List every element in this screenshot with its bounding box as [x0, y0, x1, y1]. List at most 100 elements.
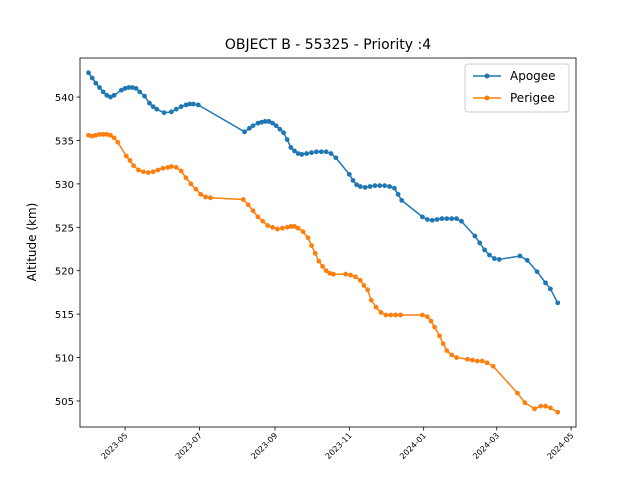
perigee-point: [140, 169, 146, 175]
apogee-point: [195, 102, 201, 108]
perigee-point: [160, 165, 166, 171]
apogee-point: [93, 80, 99, 86]
apogee-point: [362, 184, 368, 190]
perigee-point: [357, 277, 363, 283]
apogee-point: [154, 106, 160, 112]
legend-apogee-label: Apogee: [510, 69, 556, 83]
apogee-point: [543, 280, 548, 286]
perigee-point: [474, 358, 480, 364]
perigee-point: [470, 357, 475, 363]
perigee-point: [169, 164, 174, 169]
perigee-point: [532, 406, 537, 412]
perigee-point: [155, 167, 161, 173]
apogee-point: [190, 101, 196, 107]
perigee-point: [515, 390, 520, 396]
perigee-point: [323, 268, 329, 274]
apogee-point: [309, 150, 314, 156]
apogee-point: [255, 120, 261, 126]
perigee-point: [490, 363, 496, 369]
perigee-point: [183, 175, 189, 181]
perigee-point: [368, 297, 374, 303]
apogee-point: [111, 92, 117, 98]
apogee-point: [281, 130, 286, 136]
apogee-point: [266, 118, 272, 124]
apogee-point: [119, 87, 124, 93]
apogee-point: [137, 89, 143, 95]
apogee-point: [354, 182, 360, 188]
apogee-point: [142, 93, 147, 99]
y-tick-label: 540: [55, 93, 74, 104]
perigee-point: [327, 270, 333, 276]
apogee-point: [524, 257, 530, 263]
perigee-point: [198, 191, 204, 197]
apogee-point: [357, 184, 363, 189]
apogee-series: [86, 70, 561, 306]
perigee-point: [284, 224, 290, 230]
apogee-point: [382, 183, 388, 189]
perigee-point: [373, 304, 379, 310]
perigee-point: [420, 312, 425, 318]
apogee-point: [399, 197, 405, 203]
apogee-point: [346, 171, 352, 177]
perigee-point: [245, 202, 251, 208]
apogee-point: [97, 85, 102, 90]
perigee-point: [305, 235, 311, 241]
perigee-point: [93, 132, 99, 138]
apogee-point: [392, 185, 397, 191]
perigee-point: [265, 223, 271, 228]
apogee-point: [534, 269, 540, 274]
apogee-point: [429, 217, 435, 223]
apogee-point: [517, 253, 523, 259]
perigee-point: [255, 214, 261, 220]
perigee-point: [388, 312, 394, 318]
apogee-point: [482, 247, 487, 253]
apogee-point: [187, 101, 193, 107]
perigee-point: [479, 358, 485, 364]
perigee-point: [165, 165, 171, 170]
apogee-point: [449, 216, 455, 222]
apogee-point: [169, 109, 174, 115]
apogee-point: [372, 183, 378, 189]
perigee-point: [393, 312, 399, 318]
perigee-point: [275, 226, 280, 232]
apogee-point: [548, 286, 553, 292]
legend-perigee-marker: [484, 95, 490, 101]
perigee-point: [320, 263, 325, 269]
apogee-point: [126, 85, 132, 90]
perigee-point: [89, 133, 95, 139]
perigee-point: [250, 208, 256, 214]
perigee-point: [522, 400, 528, 406]
apogee-point: [477, 240, 483, 246]
perigee-point: [432, 324, 438, 330]
perigee-point: [178, 168, 184, 174]
apogee-point: [86, 70, 91, 76]
perigee-point: [145, 170, 151, 176]
y-tick-label: 510: [55, 354, 74, 365]
apogee-point: [183, 102, 189, 108]
perigee-point: [279, 225, 285, 231]
y-tick-label: 525: [55, 223, 74, 234]
perigee-point: [123, 153, 129, 159]
plot-frame: [79, 57, 577, 428]
perigee-series: [86, 132, 561, 415]
perigee-point: [331, 271, 336, 277]
apogee-point: [273, 123, 279, 129]
perigee-point: [343, 271, 349, 277]
apogee-point: [367, 184, 373, 189]
legend: Apogee Perigee: [464, 63, 570, 113]
apogee-point: [173, 106, 179, 112]
perigee-point: [312, 250, 318, 256]
apogee-point: [108, 94, 113, 100]
apogee-point: [161, 110, 167, 116]
y-tick-label: 505: [55, 397, 74, 408]
perigee-point: [428, 318, 434, 324]
perigee-point: [440, 341, 446, 347]
apogee-point: [242, 129, 247, 135]
apogee-point: [262, 118, 268, 124]
perigee-point: [449, 352, 455, 358]
apogee-point: [424, 217, 430, 222]
perigee-point: [108, 132, 113, 138]
perigee-point: [193, 186, 199, 192]
apogee-point: [439, 216, 445, 222]
apogee-point: [130, 85, 135, 90]
